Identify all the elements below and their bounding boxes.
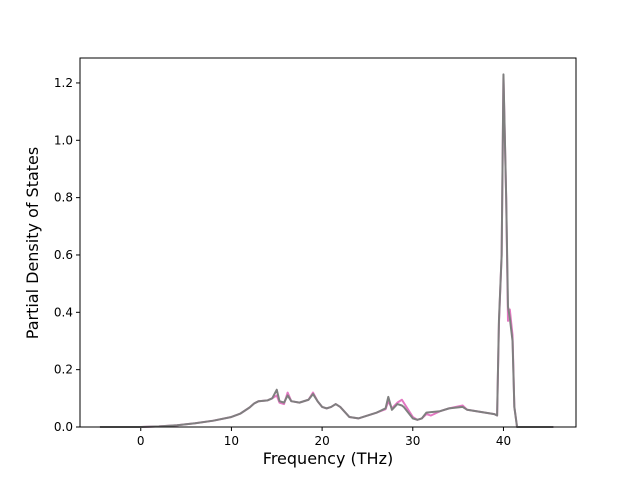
x-tick-label: 30	[405, 434, 420, 448]
series-line	[99, 73, 554, 428]
series-line	[99, 76, 554, 428]
y-axis-label: Partial Density of States	[23, 147, 42, 339]
x-tick-label: 20	[314, 434, 329, 448]
y-tick-label: 0.8	[54, 191, 73, 205]
y-tick-label: 1.0	[54, 133, 73, 147]
y-tick-label: 0.2	[54, 363, 73, 377]
y-tick-label: 0.0	[54, 420, 73, 434]
y-tick-label: 1.2	[54, 76, 73, 90]
y-tick-label: 0.6	[54, 248, 73, 262]
plot-frame	[79, 57, 577, 428]
x-tick-label: 10	[224, 434, 239, 448]
x-axis-label: Frequency (THz)	[263, 449, 393, 468]
y-tick-label: 0.4	[54, 305, 73, 319]
x-tick-label: 0	[137, 434, 145, 448]
x-tick-label: 40	[496, 434, 511, 448]
